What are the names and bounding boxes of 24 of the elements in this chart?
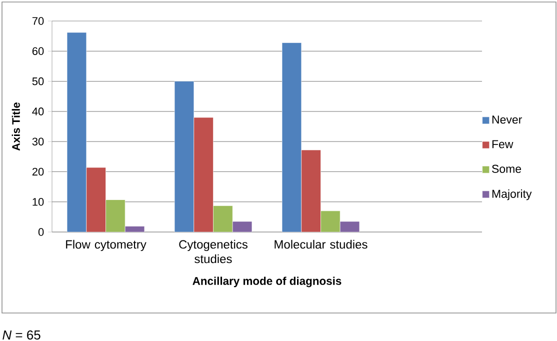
- bar: [320, 210, 340, 232]
- x-tick-label: Cytogenetics studies: [179, 240, 248, 264]
- bar: [106, 200, 126, 232]
- legend-label: Few: [492, 140, 514, 148]
- text: N = 65: [2, 330, 40, 340]
- y-tick-label: 50: [32, 77, 44, 86]
- bar: [194, 117, 214, 232]
- bar: [213, 206, 233, 232]
- legend-label: Never: [492, 116, 522, 124]
- x-tick-label: Flow cytometry: [66, 240, 146, 252]
- bar: [86, 167, 106, 232]
- y-tick-label: 60: [32, 47, 44, 56]
- x-tick-label: Molecular studies: [274, 240, 368, 249]
- y-tick-label: 40: [32, 108, 44, 116]
- legend-label: Some: [492, 164, 522, 173]
- legend-label: Majority: [492, 189, 532, 200]
- y-tick-label: 30: [32, 138, 44, 146]
- y-tick-label: 70: [32, 17, 44, 25]
- bar: [301, 150, 321, 232]
- x-axis-title: Ancillary mode of diagnosis: [192, 276, 342, 288]
- y-tick-label: 0: [38, 228, 44, 236]
- y-axis-title: Axis Title: [12, 102, 20, 151]
- y-tick-label: 20: [32, 168, 44, 176]
- y-tick-label: 10: [32, 198, 44, 206]
